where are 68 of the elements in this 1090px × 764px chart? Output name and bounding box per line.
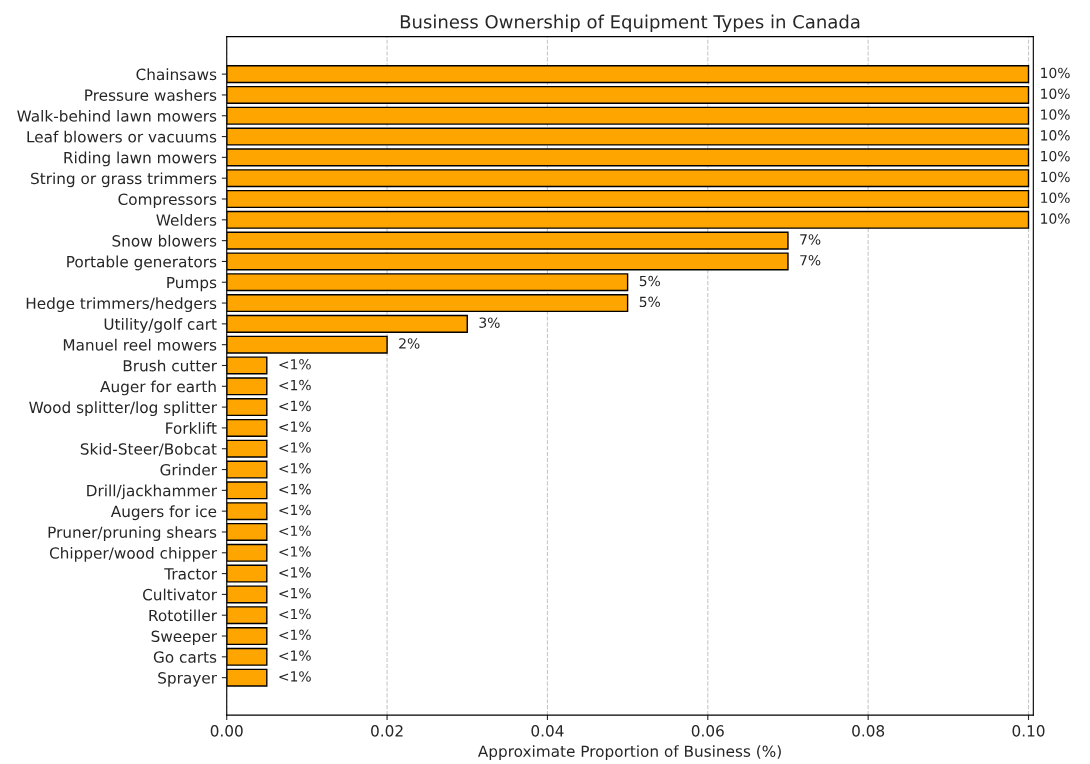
data-label: 7% (800, 234, 821, 245)
y-tick-label: Go carts (153, 651, 217, 663)
x-tick-label: 0.00 (210, 725, 243, 737)
data-label: 10% (1041, 192, 1070, 204)
y-tick-label: Sprayer (158, 672, 217, 687)
data-label: 3% (479, 317, 500, 328)
y-tick-label: Wood splitter/log splitter (29, 401, 217, 417)
data-label: <1% (279, 400, 311, 412)
data-label: 5% (639, 275, 660, 287)
data-label: 10% (1041, 150, 1070, 162)
y-tick-label: Chainsaws (136, 68, 217, 81)
y-tick-label: Grinder (160, 463, 217, 476)
y-tick-label: Cultivator (143, 588, 217, 601)
x-tick-label: 0.10 (1012, 725, 1045, 737)
y-tick-label: Chipper/wood chipper (49, 546, 217, 562)
data-label: <1% (279, 546, 311, 557)
y-tick-label: Pumps (167, 276, 217, 292)
data-label: <1% (279, 608, 311, 620)
data-label: <1% (279, 421, 311, 432)
data-label: <1% (279, 650, 311, 661)
data-label: 10% (1041, 213, 1070, 224)
x-tick-label: 0.06 (691, 725, 724, 737)
y-tick-label: Portable generators (67, 255, 217, 271)
data-label: <1% (279, 671, 311, 682)
data-label: <1% (279, 504, 311, 516)
y-tick-label: Riding lawn mowers (64, 151, 217, 167)
y-tick-label: Snow blowers (112, 234, 217, 247)
y-tick-label: Hedge trimmers/hedgers (26, 297, 217, 313)
y-tick-label: Pressure washers (85, 89, 217, 101)
chart-title: Business Ownership of Equipment Types in Canada (400, 14, 860, 33)
data-label: <1% (279, 587, 311, 599)
x-tick-label: 0.02 (371, 725, 403, 737)
y-tick-label: Walk-behind lawn mowers (17, 109, 217, 122)
data-label: 10% (1041, 171, 1070, 183)
y-tick-label: Tractor (164, 568, 217, 580)
data-label: <1% (279, 463, 311, 474)
y-tick-label: Drill/jackhammer (87, 484, 217, 500)
y-tick-label: Welders (156, 214, 217, 226)
data-label: 5% (639, 296, 660, 308)
data-label: <1% (279, 442, 311, 453)
y-tick-label: Forklift (166, 422, 217, 434)
data-label: 7% (800, 254, 821, 266)
data-label: <1% (279, 567, 311, 578)
x-tick-label: 0.04 (531, 725, 564, 737)
y-tick-label: Utility/golf cart (104, 318, 217, 333)
y-tick-label: Augers for ice (110, 505, 217, 521)
data-label: <1% (279, 483, 311, 495)
y-tick-label: Pruner/pruning shears (48, 526, 217, 541)
y-tick-label: Compressors (118, 193, 217, 208)
y-tick-label: String or grass trimmers (31, 172, 217, 188)
data-label: 10% (1041, 109, 1070, 120)
data-label: 10% (1041, 88, 1070, 99)
data-label: <1% (279, 525, 311, 536)
y-tick-label: Skid-Steer/Bobcat (80, 442, 217, 456)
data-label: 10% (1041, 67, 1070, 79)
data-label: 10% (1041, 130, 1070, 141)
x-tick-label: 0.08 (852, 725, 885, 737)
data-label: <1% (279, 629, 311, 641)
data-label: 2% (399, 338, 420, 349)
y-tick-label: Manuel reel mowers (63, 338, 217, 351)
y-tick-label: Brush cutter (123, 359, 217, 372)
y-tick-label: Rototiller (149, 609, 217, 622)
y-tick-label: Sweeper (151, 630, 217, 645)
x-axis-title: Approximate Proportion of Business (%) (477, 745, 781, 760)
y-tick-label: Leaf blowers or vacuums (27, 130, 217, 143)
y-tick-label: Auger for earth (100, 380, 216, 396)
data-label: <1% (279, 379, 311, 391)
data-label: <1% (279, 359, 311, 370)
